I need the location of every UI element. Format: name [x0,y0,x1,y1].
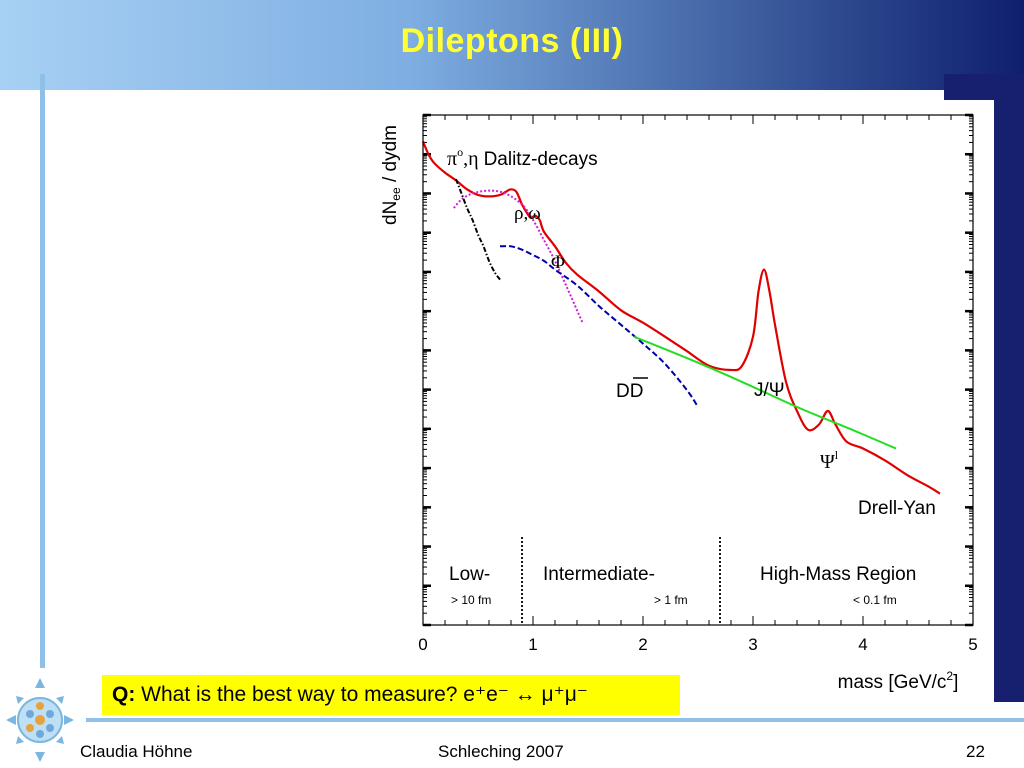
x-tick-label: 0 [418,635,427,654]
x-tick-label: 5 [968,635,977,654]
slide-title: Dileptons (III) [400,22,624,60]
decor-block [944,74,1024,102]
series-charm [499,245,699,408]
label-dalitz: πo,η Dalitz-decays [447,145,598,170]
y-axis-label: dNee / dydm [380,125,403,225]
x-tick-label: 1 [528,635,537,654]
institute-logo-icon [6,678,74,762]
plot-frame [422,114,974,626]
decor-strip [994,100,1024,702]
label-psi-prime: Ψl [820,448,839,473]
footer-event: Schleching 2007 [438,742,564,761]
x-tick-label: 4 [858,635,867,654]
x-tick-label: 2 [638,635,647,654]
region-intermediate-label: Intermediate- [543,564,655,585]
chart-background [366,100,994,702]
region-high-label: High-Mass Region [760,564,916,585]
label-phi: Φ [551,252,565,273]
label-charm: DD [616,381,643,402]
decor-bottom-line [86,718,1024,722]
region-low-label: Low- [449,564,490,585]
decor-left-bar [40,74,45,668]
region-intermediate-sublabel: > 1 fm [654,593,688,607]
page-number: 22 [966,742,985,761]
region-low-sublabel: > 10 fm [451,593,491,607]
label-drell-yan: Drell-Yan [858,498,936,519]
title-bar [0,0,1024,90]
footer-author: Claudia Höhne [80,742,193,761]
question-box: Q: What is the best way to measure? e⁺e⁻… [102,675,680,715]
question-text: What is the best way to measure? e⁺e⁻ ↔ … [135,683,588,706]
x-axis-label: mass [GeV/c2] [838,669,959,693]
x-tick-label: 3 [748,635,757,654]
region-high-sublabel: < 0.1 fm [853,593,897,607]
series-total [421,140,941,495]
label-jpsi: J/Ψ [754,380,785,401]
question-prefix: Q: [112,683,136,706]
label-rho-omega: ρ,ω [514,203,541,224]
series-drell-yan [633,335,897,450]
series-rho-omega [453,189,584,324]
series-group [421,140,941,495]
series-dalitz [455,178,501,281]
region-markers [521,537,721,625]
